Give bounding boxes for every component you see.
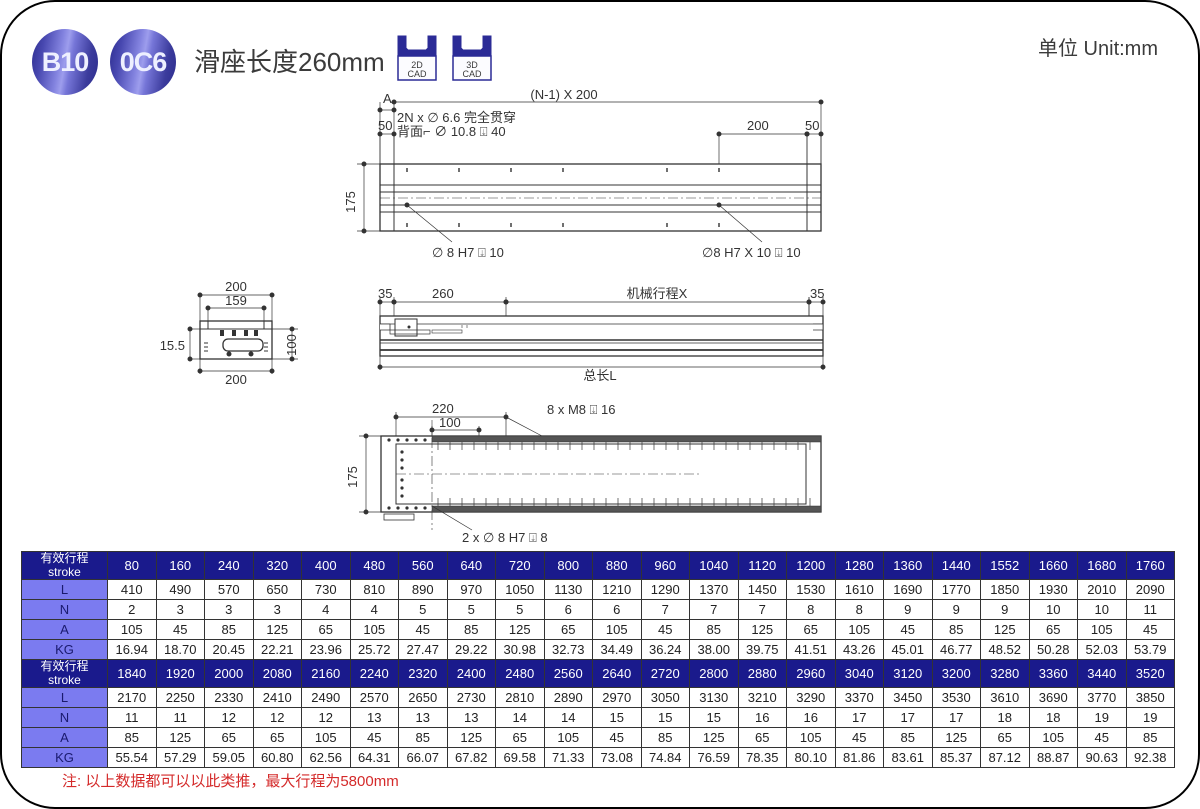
- svg-text:∅ 8 H7 ⍗ 10: ∅ 8 H7 ⍗ 10: [432, 245, 504, 260]
- svg-text:8 x M8 ⍗ 16: 8 x M8 ⍗ 16: [547, 402, 616, 417]
- svg-text:2N x ∅ 6.6 完全贯穿: 2N x ∅ 6.6 完全贯穿: [397, 110, 516, 125]
- svg-text:50: 50: [805, 118, 819, 133]
- svg-text:175: 175: [343, 191, 358, 213]
- svg-text:260: 260: [432, 286, 454, 301]
- svg-text:背面⌐ ∅ 10.8 ⍗ 40: 背面⌐ ∅ 10.8 ⍗ 40: [397, 124, 506, 139]
- svg-text:159: 159: [225, 293, 247, 308]
- svg-text:机械行程X: 机械行程X: [627, 286, 688, 301]
- svg-text:∅8 H7 X 10 ⍗ 10: ∅8 H7 X 10 ⍗ 10: [702, 245, 801, 260]
- svg-text:15.5: 15.5: [160, 338, 185, 353]
- svg-text:2 x ∅ 8 H7 ⍗ 8: 2 x ∅ 8 H7 ⍗ 8: [462, 530, 548, 545]
- svg-text:200: 200: [225, 279, 247, 294]
- svg-text:175: 175: [345, 466, 360, 488]
- svg-text:220: 220: [432, 401, 454, 416]
- svg-text:200: 200: [747, 118, 769, 133]
- svg-text:100: 100: [439, 415, 461, 430]
- svg-text:35: 35: [378, 286, 392, 301]
- svg-text:200: 200: [225, 372, 247, 387]
- svg-text:(N-1) X 200: (N-1) X 200: [530, 87, 597, 102]
- svg-text:35: 35: [810, 286, 824, 301]
- svg-text:A: A: [383, 91, 392, 106]
- svg-text:总长L: 总长L: [583, 368, 616, 383]
- svg-text:50: 50: [378, 118, 392, 133]
- svg-text:100: 100: [284, 334, 299, 356]
